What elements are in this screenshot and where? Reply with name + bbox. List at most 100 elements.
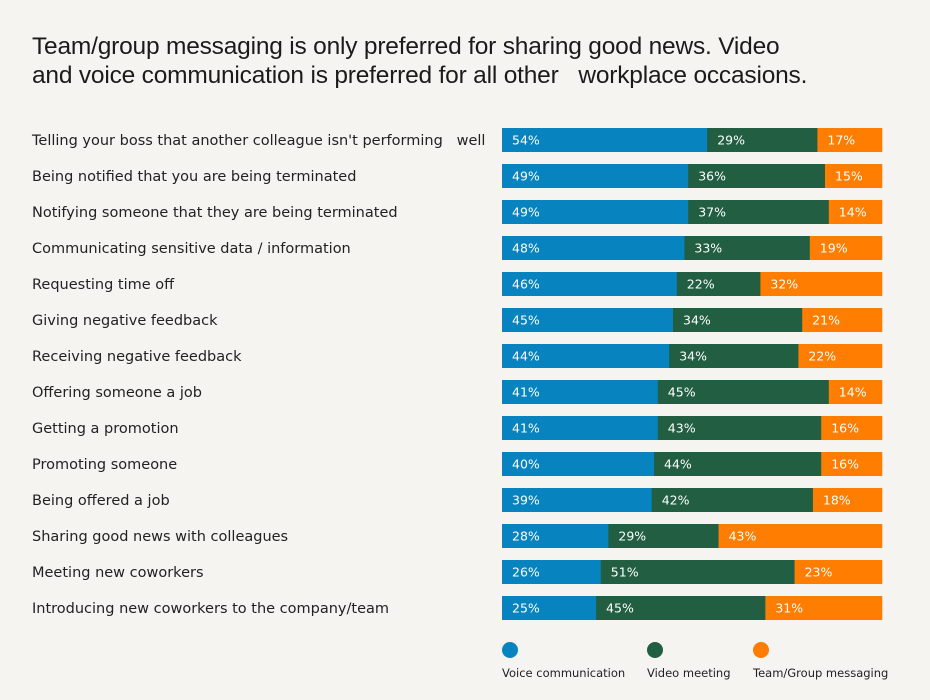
bar-segment-voice-communication (502, 200, 689, 224)
bar-segment-video-meeting (688, 200, 830, 224)
legend-swatch-team-group-messaging (753, 642, 769, 658)
data-label-team-group-messaging: 17% (827, 133, 855, 148)
data-label-team-group-messaging: 22% (808, 349, 836, 364)
data-label-video-meeting: 29% (717, 133, 745, 148)
data-label-voice-communication: 49% (512, 169, 540, 184)
bar-segment-voice-communication (502, 164, 689, 188)
legend-item-team-group-messaging: Team/Group messaging (752, 642, 888, 680)
data-label-team-group-messaging: 31% (775, 601, 803, 616)
bar-segment-team-group-messaging (821, 416, 883, 440)
bar-segment-team-group-messaging (798, 344, 883, 368)
bar-segment-team-group-messaging (828, 380, 883, 404)
legend-item-video-meeting: Video meeting (647, 642, 731, 680)
bar-segment-team-group-messaging (828, 200, 883, 224)
bar-segment-voice-communication (502, 560, 602, 584)
bar-segment-voice-communication (502, 524, 609, 548)
bar-segment-video-meeting (600, 560, 795, 584)
data-label-voice-communication: 44% (512, 349, 540, 364)
chart-title-line-2: and voice communication is preferred for… (32, 62, 808, 89)
bar-segment-voice-communication (502, 452, 655, 476)
legend-label: Voice communication (502, 666, 625, 680)
data-label-video-meeting: 45% (668, 385, 696, 400)
data-label-video-meeting: 33% (694, 241, 722, 256)
category-label: Communicating sensitive data / informati… (32, 241, 351, 257)
bar-segment-voice-communication (502, 596, 597, 620)
category-labels: Telling your boss that another colleague… (31, 133, 485, 617)
bar-segment-team-group-messaging (809, 236, 883, 260)
chart-title-line-1: Team/group messaging is only preferred f… (32, 33, 780, 60)
category-label: Notifying someone that they are being te… (32, 205, 398, 221)
data-label-video-meeting: 29% (618, 529, 646, 544)
bar-segment-voice-communication (502, 380, 659, 404)
bar-segment-video-meeting (684, 236, 811, 260)
data-label-team-group-messaging: 23% (805, 565, 833, 580)
bar-segment-voice-communication (502, 344, 670, 368)
legend-item-voice-communication: Voice communication (502, 642, 625, 680)
bar-segment-video-meeting (608, 524, 719, 548)
category-label: Being offered a job (32, 493, 170, 509)
bar-segment-video-meeting (657, 416, 822, 440)
data-label-team-group-messaging: 32% (770, 277, 798, 292)
data-label-team-group-messaging: 21% (812, 313, 840, 328)
category-label: Promoting someone (32, 457, 177, 473)
bar-segment-team-group-messaging (794, 560, 883, 584)
bar-segment-video-meeting (596, 596, 766, 620)
data-label-team-group-messaging: 14% (839, 385, 867, 400)
bar-segment-team-group-messaging (821, 452, 883, 476)
bar-segment-team-group-messaging (825, 164, 883, 188)
legend-swatch-video-meeting (647, 642, 663, 658)
data-label-video-meeting: 34% (683, 313, 711, 328)
legend-label: Team/Group messaging (752, 666, 888, 680)
category-label: Being notified that you are being termin… (32, 169, 356, 185)
legend-swatch-voice-communication (502, 642, 518, 658)
data-label-voice-communication: 41% (512, 385, 540, 400)
data-label-team-group-messaging: 15% (835, 169, 863, 184)
bar-segment-video-meeting (657, 380, 830, 404)
data-label-voice-communication: 45% (512, 313, 540, 328)
data-label-team-group-messaging: 16% (831, 457, 859, 472)
bar-segment-voice-communication (502, 128, 708, 152)
chart-title: Team/group messaging is only preferred f… (32, 32, 912, 90)
legend-label: Video meeting (647, 666, 731, 680)
bar-segment-video-meeting (673, 308, 803, 332)
data-label-video-meeting: 43% (668, 421, 696, 436)
bar-segment-video-meeting (688, 164, 826, 188)
data-label-video-meeting: 51% (611, 565, 639, 580)
bar-segment-voice-communication (502, 308, 674, 332)
bars: 54% 29% 17% 49% 36% 15% 49% 37% 14% 48% 33% 19% 46% 2… (502, 128, 883, 620)
data-label-voice-communication: 28% (512, 529, 540, 544)
data-label-voice-communication: 49% (512, 205, 540, 220)
data-label-team-group-messaging: 18% (823, 493, 851, 508)
bar-segment-voice-communication (502, 488, 652, 512)
bar-segment-voice-communication (502, 272, 678, 296)
category-label: Offering someone a job (32, 385, 202, 401)
data-label-voice-communication: 39% (512, 493, 540, 508)
bar-segment-team-group-messaging (802, 308, 883, 332)
category-label: Sharing good news with colleagues (32, 529, 288, 545)
data-label-team-group-messaging: 43% (729, 529, 757, 544)
bar-segment-team-group-messaging (718, 524, 883, 548)
data-label-team-group-messaging: 14% (839, 205, 867, 220)
data-label-voice-communication: 40% (512, 457, 540, 472)
category-label: Giving negative feedback (32, 313, 218, 329)
data-label-video-meeting: 34% (679, 349, 707, 364)
data-label-video-meeting: 45% (606, 601, 634, 616)
bar-segment-video-meeting (651, 488, 814, 512)
data-label-voice-communication: 25% (512, 601, 540, 616)
category-label: Telling your boss that another colleague… (31, 133, 485, 149)
bar-segment-voice-communication (502, 416, 659, 440)
bar-segment-team-group-messaging (817, 128, 883, 152)
data-label-voice-communication: 41% (512, 421, 540, 436)
bar-segment-video-meeting (654, 452, 822, 476)
data-label-voice-communication: 54% (512, 133, 540, 148)
bar-segment-team-group-messaging (760, 272, 883, 296)
bar-segment-video-meeting (676, 272, 761, 296)
data-label-video-meeting: 44% (664, 457, 692, 472)
data-label-video-meeting: 37% (698, 205, 726, 220)
category-label: Getting a promotion (32, 421, 179, 437)
category-label: Introducing new coworkers to the company… (32, 601, 389, 617)
bar-segment-team-group-messaging (812, 488, 883, 512)
data-label-team-group-messaging: 19% (820, 241, 848, 256)
data-label-video-meeting: 22% (687, 277, 715, 292)
